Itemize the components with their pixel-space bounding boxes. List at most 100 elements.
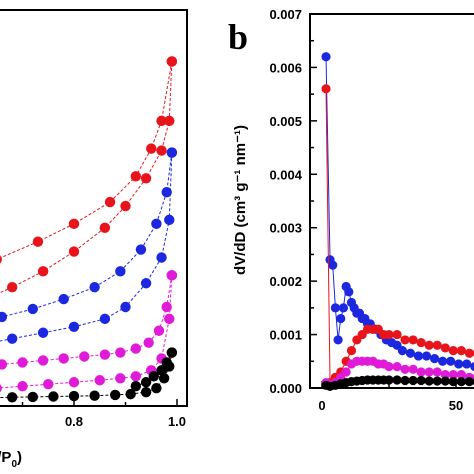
panel-a-series-1-adsorption-point [37, 327, 49, 338]
panel-b-ytick-label: 0.003 [269, 221, 302, 236]
panel-a-series-2-desorption-point [0, 359, 8, 370]
panel-a-series-1-adsorption-point [140, 278, 152, 289]
panel-b-series-1-point [321, 84, 331, 94]
panel-b-series-1-point [416, 337, 426, 348]
panel-a-series-3-adsorption-point [110, 389, 121, 401]
panel-a-series-1-desorption-line [0, 152, 173, 318]
panel-a-series-3-desorption-point [166, 347, 178, 358]
panel-a-series-3-adsorption-point [7, 392, 18, 403]
panel-b-ytick-label: 0.006 [269, 60, 302, 75]
panel-a-series-0-adsorption-point [164, 115, 175, 127]
panel-b-series-3-point [392, 375, 402, 385]
panel-b-series-0-point [454, 359, 464, 369]
panel-b-series-2-point [456, 370, 466, 380]
panel-b-series-3-point [416, 375, 426, 386]
panel-a-series-0-desorption-point [146, 143, 157, 154]
panel-a-series-1-desorption-point [58, 293, 69, 305]
panel-a-series-2-desorption-point [115, 347, 126, 358]
panel-a-series-1-desorption-point [89, 282, 100, 293]
panel-a-series-0-adsorption-point [37, 266, 49, 277]
panel-a-series-3-adsorption-point [125, 388, 136, 400]
panel-b-series-0-point [330, 303, 340, 313]
panel-b-series-3-point [384, 375, 394, 385]
panel-a-series-3-desorption-point [161, 357, 172, 368]
panel-a-series-2-desorption-point [130, 343, 141, 354]
panel-b-series-1-point [400, 335, 410, 345]
panel-a-series-1-desorption-point [166, 147, 178, 158]
panel-a-series-2-desorption-point [143, 337, 154, 348]
panel-b-series-1-line [325, 88, 474, 384]
panel-b-series-2-point [416, 367, 426, 377]
panel-b-series-3-point [456, 376, 466, 387]
panel-b-series-0-point [405, 348, 416, 358]
panel-a-series-1-desorption-point [0, 311, 8, 323]
panel-b-y-axis-title: dV/dD (cm³ g⁻¹ nm⁻¹) [232, 125, 249, 275]
panel-a-series-0-desorption-point [0, 255, 2, 264]
panel-a-series-2-desorption-point [79, 351, 90, 362]
panel-a-series-2-adsorption-point [0, 384, 2, 393]
panel-b-series-2-point [400, 364, 410, 374]
panel-b-letter: b [228, 17, 248, 57]
panel-b-ytick-label: 0.004 [269, 167, 302, 182]
panel-a-series-0-desorption-point [32, 236, 44, 247]
panel-a-series-3-desorption-point [130, 381, 141, 392]
panel-b-series-0-point [344, 287, 354, 297]
panel-a-series-1-desorption-point [161, 186, 172, 198]
panel-a-series-0-adsorption-point [68, 246, 80, 257]
panel-a-series-2-adsorption-point [94, 375, 105, 386]
panel-a-series-2-desorption-point [153, 325, 165, 336]
panel-b-series-2-point [392, 362, 402, 372]
panel-a-series-2-adsorption-point [115, 373, 126, 384]
panel-a-series-3-adsorption-point [140, 386, 152, 398]
panel-b-ytick-label: 0.000 [269, 381, 302, 396]
panel-b-series-0-point [438, 356, 448, 366]
panel-b-series-2-point [424, 367, 434, 377]
panel-b-series-0-point [462, 359, 472, 369]
panel-a-x-axis-title: P/P0) [0, 449, 22, 470]
panel-b: b 0.0000.0010.0020.0030.0040.0050.0060.0… [228, 7, 474, 413]
panel-a-series-2-desorption-point [161, 301, 172, 313]
panel-a-series-0-adsorption-point [156, 145, 167, 156]
panel-a-series-1-adsorption-point [68, 321, 80, 332]
panel-b-series-0-point [397, 346, 407, 356]
panel-a-series-2-adsorption-line [0, 275, 173, 389]
panel-b-series-2-point [408, 364, 418, 374]
panel-a-series-3-adsorption-point [158, 373, 170, 384]
panel-a-series-3-desorption-point [148, 371, 160, 382]
panel-a-xtick-1.0: 1.0 [168, 414, 186, 429]
panel-b-series-2-point [432, 367, 442, 377]
panel-b-series-1-point [424, 340, 434, 350]
panel-a-frame [0, 9, 188, 407]
panel-a-series-0-adsorption-point [140, 173, 152, 184]
panel-a-series-1-desorption-point [135, 244, 147, 255]
panel-b-series-1-point [456, 346, 466, 356]
panel-a-series-0-desorption-point [156, 115, 167, 127]
panel-a: 0.8 1.0 P/P0) [0, 9, 188, 470]
panel-b-series-1-point [408, 335, 418, 345]
panel-a-series-2-desorption-point [166, 270, 178, 281]
panel-b-data [321, 52, 474, 391]
panel-b-series-1-point [384, 329, 394, 340]
panel-b-series-2-point [341, 367, 351, 377]
panel-a-series-3-desorption-point [156, 365, 167, 376]
panel-b-series-0-point [321, 52, 331, 62]
panel-b-ytick-label: 0.007 [269, 7, 302, 22]
panel-a-series-2-desorption-point [37, 355, 49, 366]
panel-b-series-3-point [464, 376, 474, 387]
panel-b-ytick-label: 0.005 [269, 114, 302, 129]
panel-a-series-1-desorption-point [27, 303, 38, 315]
panel-b-series-2-point [448, 370, 458, 380]
panel-a-series-0-desorption-point [68, 218, 80, 230]
panel-b-series-0-point [413, 351, 424, 361]
panel-a-series-2-desorption-point [17, 357, 28, 368]
panel-b-series-0-point [446, 356, 456, 366]
panel-b-ytick-label: 0.001 [269, 328, 302, 343]
panel-a-series-0-desorption-point [166, 56, 178, 67]
panel-b-series-3-point [432, 376, 442, 386]
panel-b-series-2-point [440, 370, 450, 380]
panel-b-series-0-line [325, 56, 474, 367]
panel-a-xtick-0.8: 0.8 [65, 414, 83, 429]
panel-a-series-0-adsorption-point [99, 222, 111, 233]
panel-b-series-3-point [424, 376, 434, 386]
